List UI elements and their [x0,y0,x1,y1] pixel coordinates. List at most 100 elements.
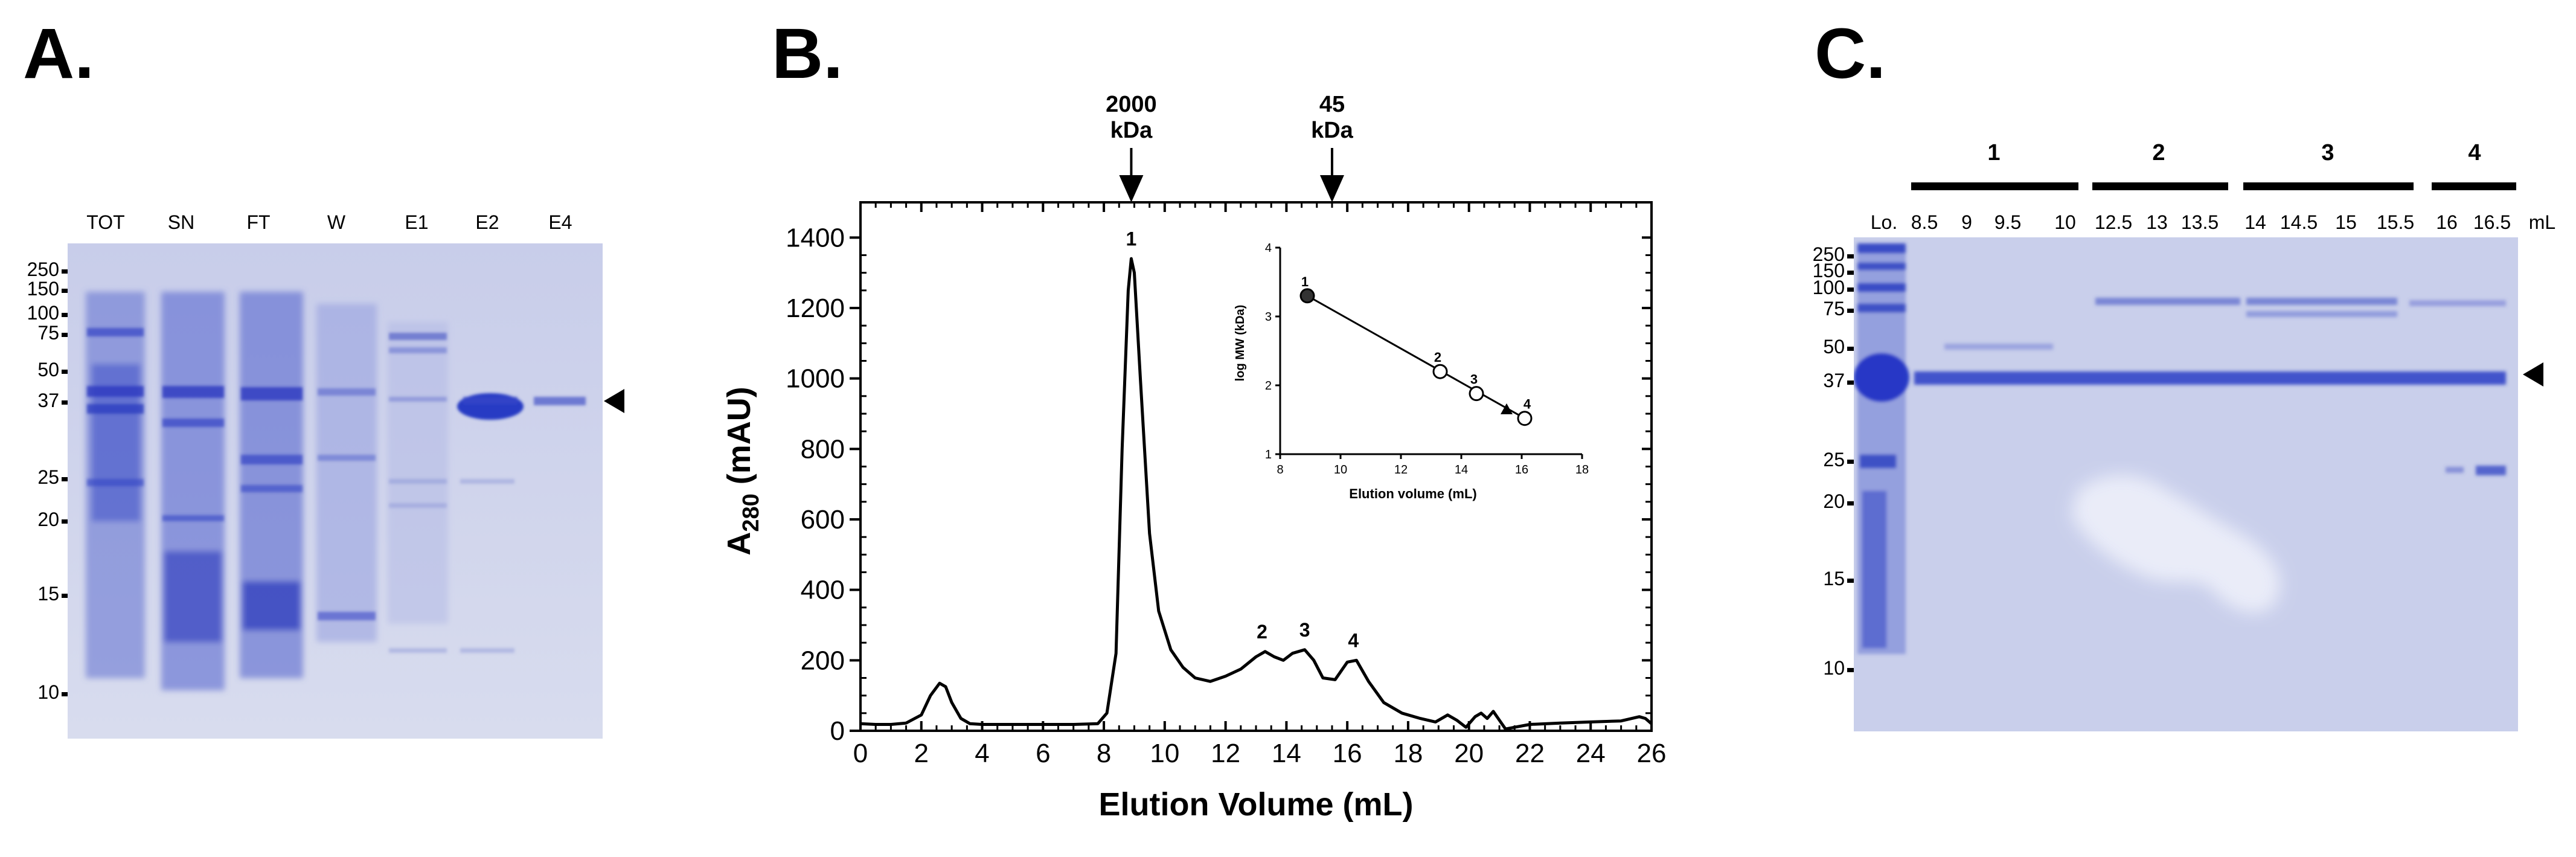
y-axis-label: A280 (mAU) [721,387,764,555]
marker-tick [1847,668,1856,672]
y-tick-label: 1200 [786,294,845,323]
fraction-group-bar [1911,182,2078,190]
inset-y-tick-label: 2 [1265,379,1272,393]
inset-axes [1279,248,1582,455]
inset-x-tick-label: 14 [1455,463,1468,477]
inset-point-label: 1 [1301,274,1309,289]
lane-label: E4 [548,211,572,233]
inset-data-point [1299,288,1315,304]
x-tick-label: 26 [1637,739,1667,768]
marker-tick [1847,271,1856,275]
lane-label: 8.5 [1911,211,1938,233]
lane-label: 9.5 [1994,211,2022,233]
inset-x-tick-label: 18 [1575,463,1589,477]
marker-tick [1847,309,1856,313]
lane-label: 14.5 [2280,211,2318,233]
marker-tick [1847,501,1856,506]
inset-y-tick-label: 3 [1265,310,1272,324]
panel-a-gel-image [68,243,603,739]
main-axes [859,201,1653,732]
inset-unknown-triangle-icon [1501,403,1513,414]
lane-label: TOT [86,211,125,233]
x-tick-label: 8 [1097,739,1111,768]
marker-tick [62,477,69,481]
size-marker-value: 2000 [1106,92,1157,117]
panel-c-band-arrow-icon [2523,362,2543,387]
panel-b-letter: B. [772,14,843,94]
lane-label: SN [167,211,195,233]
lane-label: Lo. [1870,211,1898,233]
inset-fit-line [1307,295,1525,420]
inset-data-point [1517,411,1533,426]
marker-label: 15 [37,583,59,605]
x-tick-label: 2 [914,739,929,768]
inset-x-axis-label: Elution volume (mL) [1349,486,1476,501]
marker-label: 250 [27,258,59,280]
marker-tick [62,692,69,696]
marker-label: 75 [37,322,59,344]
marker-tick [62,400,69,405]
size-marker-value: 45 [1319,92,1345,117]
lane-label: 13.5 [2180,211,2219,233]
lane-label: 15.5 [2376,211,2415,233]
lane-label: 16.5 [2473,211,2511,233]
marker-label: 15 [1823,568,1845,589]
fraction-group-label: 2 [2152,140,2165,165]
y-tick-label: 200 [801,646,845,675]
marker-label: 100 [27,302,59,324]
marker-label: 10 [37,681,59,703]
size-marker-unit: kDa [1110,118,1153,143]
y-tick-label: 600 [801,505,845,534]
marker-label: 37 [37,390,59,411]
marker-tick [62,313,69,317]
inset-x-tick-label: 10 [1334,463,1347,477]
inset-point-label: 4 [1523,397,1531,412]
y-tick-label: 1000 [786,364,845,394]
inset-x-tick-label: 8 [1277,463,1283,477]
inset-y-axis-label: log MW (kDa) [1234,305,1247,382]
marker-tick [62,370,69,374]
panel-c-gel-image [1854,237,2518,731]
unit-label: mL [2528,211,2556,233]
marker-tick [62,269,69,274]
x-tick-label: 16 [1333,739,1362,768]
inset-y-tick-label: 1 [1265,448,1272,461]
marker-label: 20 [1823,490,1845,512]
sec-chromatogram-chart: 0 2 4 6 8 10 12 14 16 18 20 22 24 2602004006008001000… [721,92,1667,823]
marker-label: 50 [1823,336,1845,358]
size-marker-unit: kDa [1311,118,1354,143]
x-axis-label: Elution Volume (mL) [1099,786,1414,823]
inset-y-tick-label: 4 [1265,242,1272,255]
marker-tick [1847,347,1856,351]
y-tick-label: 0 [830,716,845,746]
lane-label: 10 [2054,211,2076,233]
lane-label: E2 [475,211,499,233]
inset-x-tick-label: 12 [1394,463,1408,477]
marker-label: 50 [37,359,59,380]
lane-label: E1 [405,211,429,233]
panel-a-letter: A. [23,14,94,94]
inset-point-label: 3 [1470,372,1478,387]
marker-label: 250 [1812,243,1845,265]
lane-label: FT [246,211,271,233]
x-tick-label: 20 [1454,739,1484,768]
marker-label: 75 [1823,298,1845,319]
y-tick-label: 800 [801,434,845,464]
x-tick-label: 22 [1515,739,1545,768]
marker-label: 10 [1823,657,1845,679]
peak-label: 2 [1257,621,1267,643]
marker-label: 100 [1812,277,1845,298]
peak-label: 1 [1126,228,1137,249]
lane-label: 9 [1961,211,1972,233]
x-tick-label: 18 [1393,739,1423,768]
peak-label: 4 [1348,629,1359,651]
x-tick-label: 14 [1272,739,1301,768]
fraction-group-label: 4 [2468,140,2481,165]
size-marker-arrow-icon [1319,175,1344,202]
inset-marks: 1 2 3 4 [1299,274,1533,426]
lane-label: W [327,211,346,233]
inset-data-point [1469,386,1484,402]
y-tick-label: 400 [801,576,845,605]
marker-label: 150 [27,278,59,300]
